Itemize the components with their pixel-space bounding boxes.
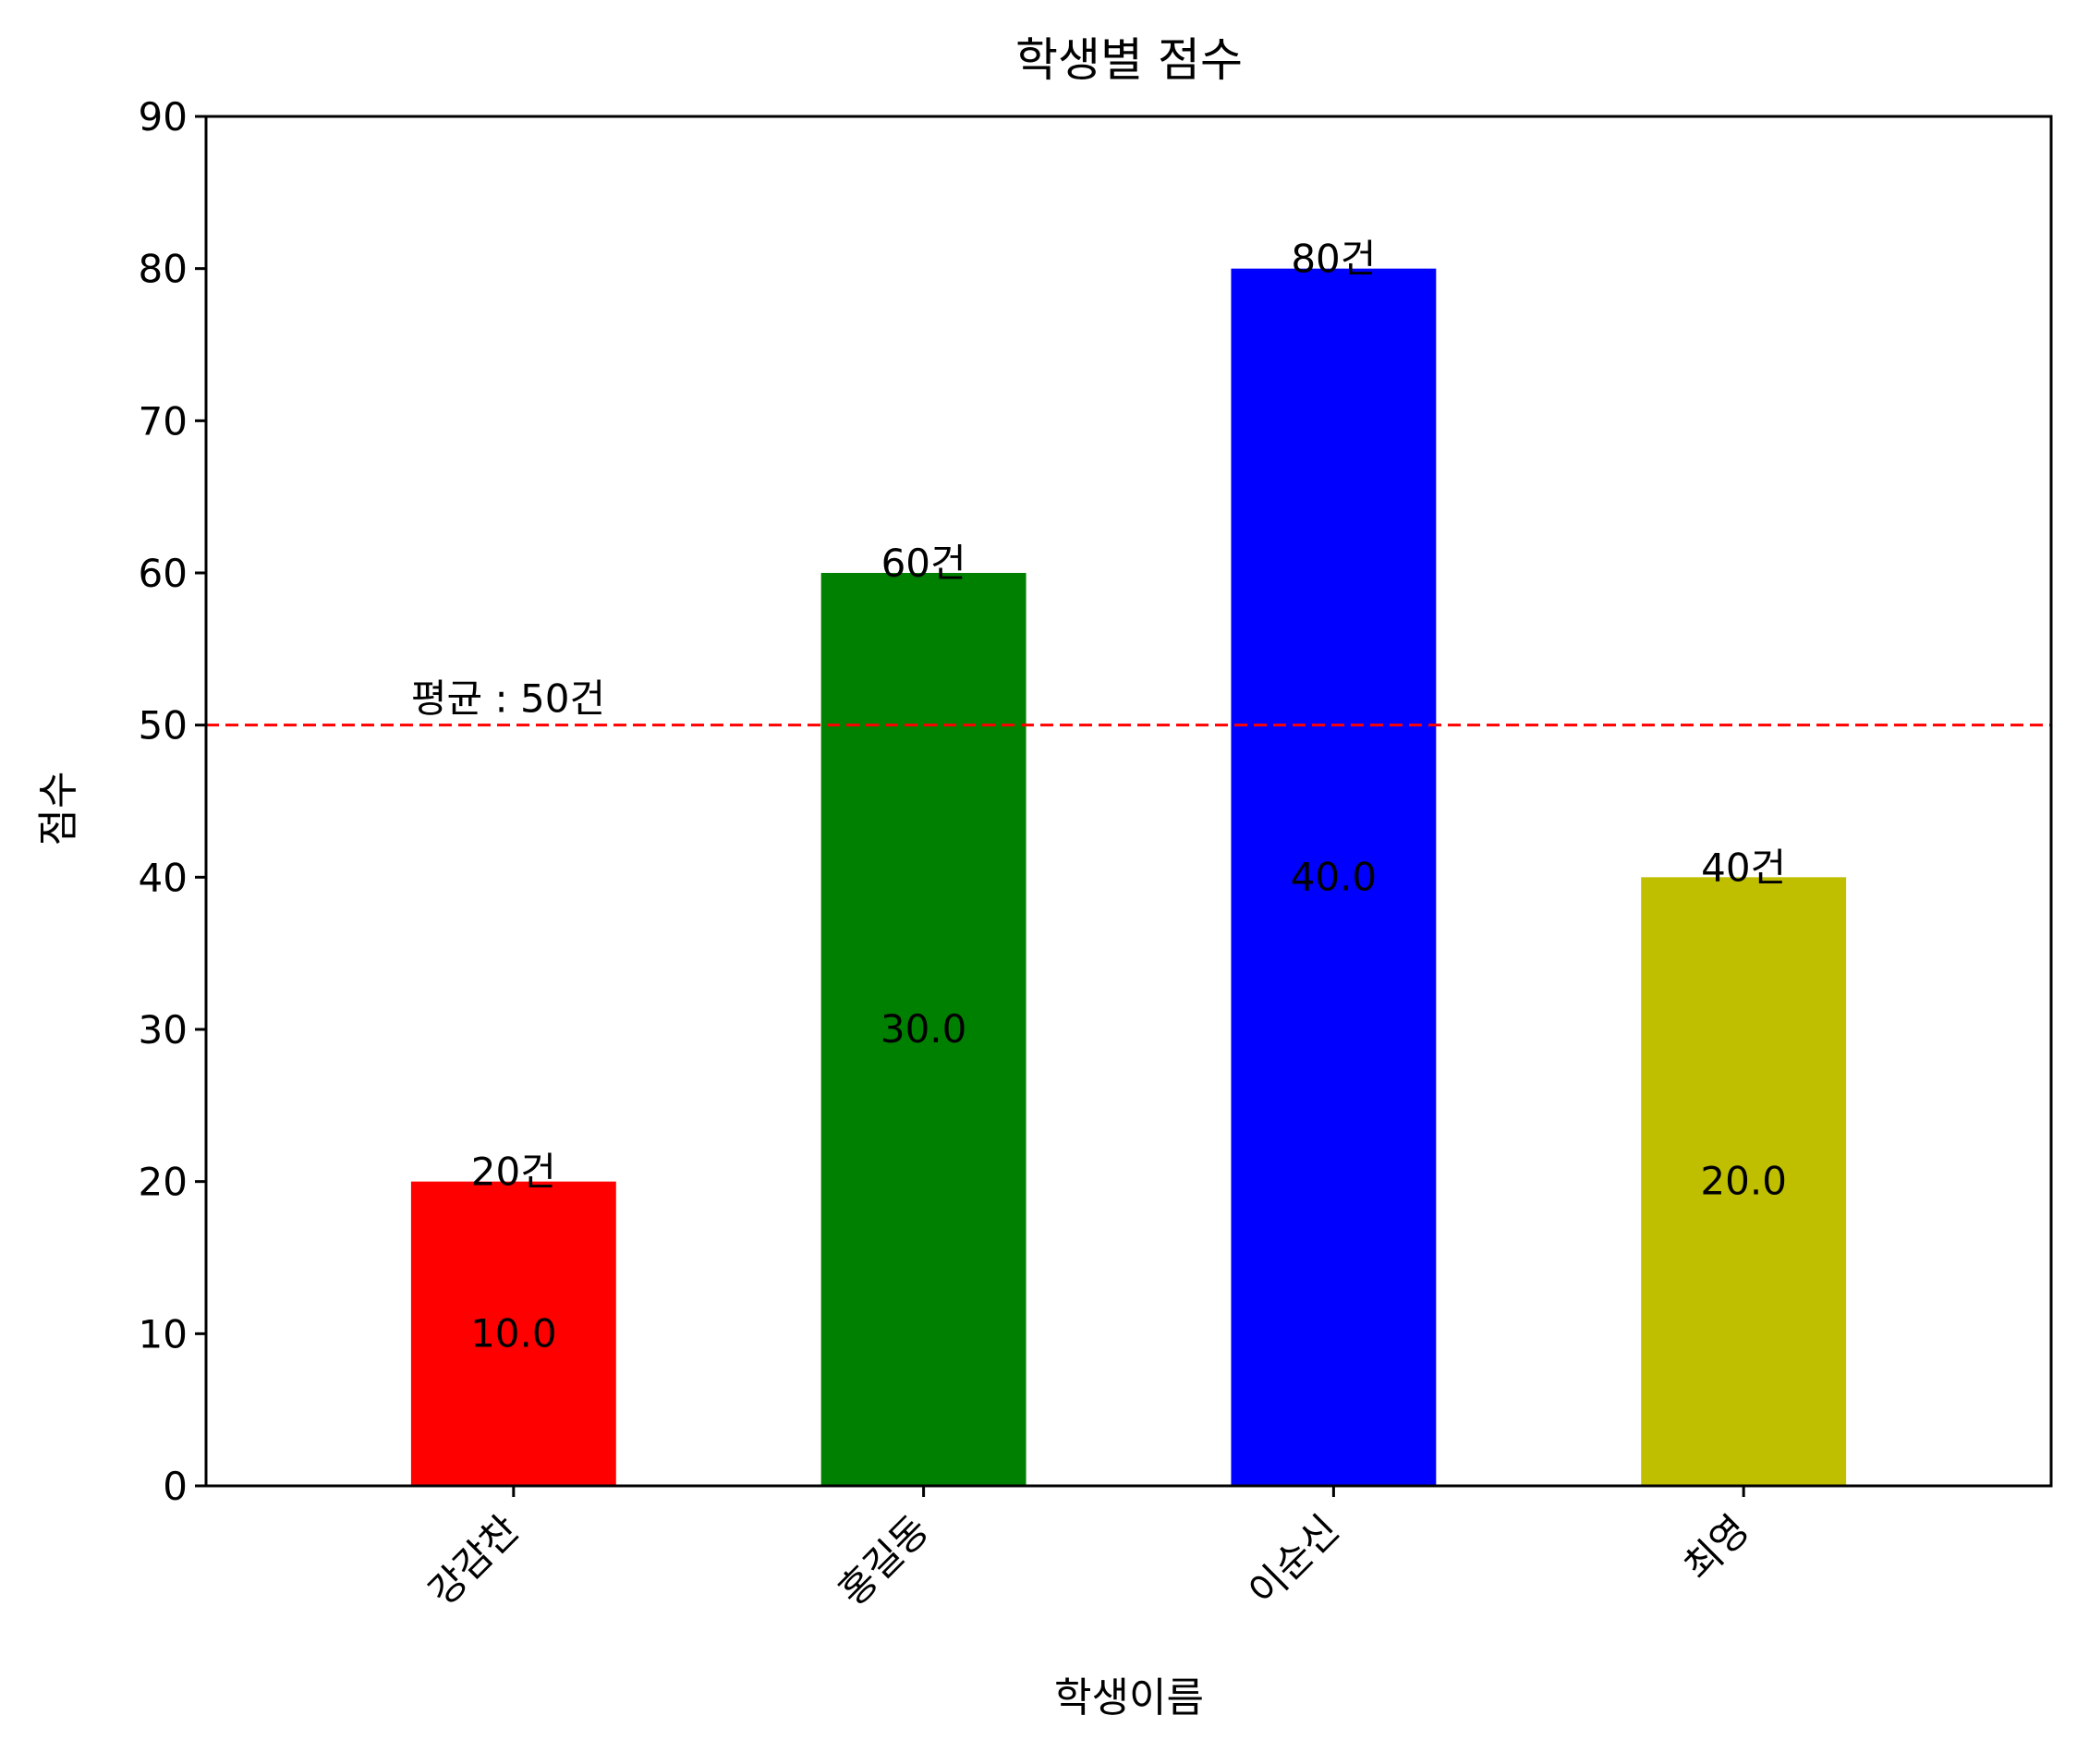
bar-top-label: 60건 — [881, 541, 966, 586]
bar-top-label: 80건 — [1291, 237, 1376, 282]
plot-frame — [204, 115, 2053, 1488]
chart-title: 학생별 점수 — [1015, 33, 1243, 87]
y-axis-ticks: 0 10 20 30 40 50 60 70 80 90 — [139, 94, 206, 1509]
bar-mid-label: 40.0 — [1291, 854, 1378, 899]
bar-mid-label: 10.0 — [470, 1310, 557, 1356]
y-tick-label: 50 — [139, 703, 188, 748]
y-tick-label: 60 — [139, 551, 188, 596]
y-tick-label: 70 — [139, 398, 188, 444]
y-tick-label: 30 — [139, 1007, 188, 1052]
y-tick-label: 0 — [163, 1464, 188, 1509]
reference-line-group: 평균 : 50건 — [206, 676, 2051, 727]
data-labels: 20건 10.0 60건 30.0 80건 40.0 40건 20.0 — [470, 237, 1787, 1356]
bar — [410, 1181, 616, 1486]
bar-mid-label: 30.0 — [881, 1006, 967, 1052]
y-axis-label: 점수 — [35, 772, 82, 846]
x-axis-label: 학생이름 — [1054, 1674, 1204, 1721]
y-tick-label: 20 — [139, 1160, 188, 1205]
bar — [1641, 877, 1847, 1486]
y-tick-label: 10 — [139, 1311, 188, 1356]
average-line-label: 평균 : 50건 — [411, 676, 605, 722]
y-tick-label: 80 — [139, 247, 188, 292]
bar-top-label: 20건 — [471, 1150, 556, 1195]
y-tick-label: 90 — [139, 94, 188, 140]
bar-mid-label: 20.0 — [1700, 1159, 1787, 1204]
y-tick-label: 40 — [139, 855, 188, 900]
bar — [1231, 268, 1437, 1487]
bar-top-label: 40건 — [1701, 845, 1786, 890]
